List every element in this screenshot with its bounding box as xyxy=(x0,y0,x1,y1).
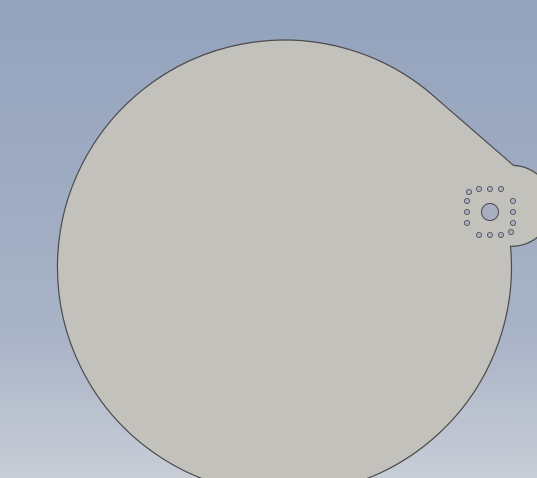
small-hole[interactable] xyxy=(463,208,470,215)
small-hole[interactable] xyxy=(509,219,516,226)
small-hole[interactable] xyxy=(509,208,516,215)
teardrop-plate-face[interactable] xyxy=(56,39,537,478)
small-hole[interactable] xyxy=(509,197,516,204)
small-hole[interactable] xyxy=(463,219,470,226)
small-hole[interactable] xyxy=(475,231,482,238)
small-hole[interactable] xyxy=(507,228,514,235)
small-hole[interactable] xyxy=(486,185,493,192)
small-hole[interactable] xyxy=(497,185,504,192)
small-hole[interactable] xyxy=(463,197,470,204)
center-hole[interactable] xyxy=(481,203,499,221)
small-hole[interactable] xyxy=(486,231,493,238)
small-hole[interactable] xyxy=(475,185,482,192)
bolt-hole-pattern[interactable] xyxy=(463,185,516,238)
small-hole[interactable] xyxy=(497,231,504,238)
small-hole[interactable] xyxy=(465,188,472,195)
